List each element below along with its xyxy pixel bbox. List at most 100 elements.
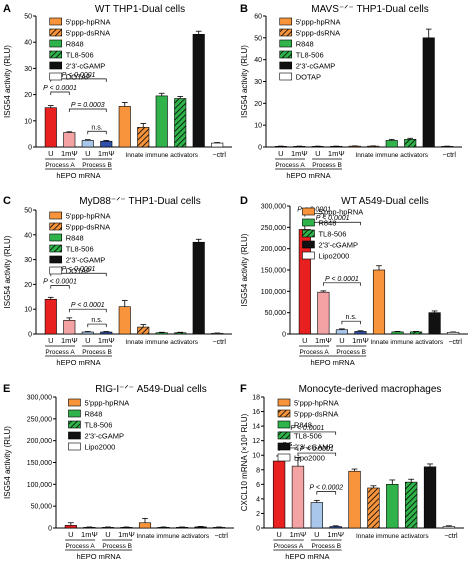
y-tick-label: 100,000 [261,289,286,296]
bar [442,526,456,529]
legend-label: TL8-506 [296,51,324,60]
panel-letter: B [240,3,248,15]
legend-swatch [277,398,291,407]
legend-label: DOTAP [66,267,91,276]
x-label-1mpsi: 1mΨ [118,530,135,539]
legend-swatch [277,442,291,451]
x-label-1mpsi: 1mΨ [98,149,115,158]
legend-swatch [49,50,63,59]
process-a-label: Process A [275,162,305,169]
y-tick-label: 40 [24,40,32,47]
bar [137,326,150,335]
x-label-1mpsi: 1mΨ [61,336,78,345]
bar [391,331,404,335]
y-axis-label: CXCL10 mRNA (×10³ RLU) [240,413,249,511]
legend-label: DOTAP [66,73,91,82]
chart-title: WT A549-Dual cells [341,196,429,207]
panel-F: F Monocyte-derived macrophages 0 2 4 6 8 10 12 14… [240,383,464,561]
significance-label: P < 0.0001 [43,85,77,92]
legend-label: 2'3'-cGAMP [66,62,106,71]
bar [404,139,417,148]
process-b-label: Process B [102,543,132,550]
legend-swatch [279,50,293,59]
x-label-u: U [302,336,307,345]
legend-swatch [302,207,315,216]
bar [174,98,187,148]
y-tick-label: 200,000 [261,246,286,253]
x-label-1mpsi: 1mΨ [81,530,98,539]
legend-swatch [302,229,315,238]
bar [348,470,361,529]
significance-bracket [50,78,107,82]
process-b-label: Process B [312,162,342,169]
bar [372,269,386,335]
legend-swatch [49,28,63,37]
significance-label: n.s. [91,317,102,324]
y-tick-label: 40 [254,57,262,64]
legend-label: 5'ppp-dsRNA [296,29,340,38]
innate-label: Innate immune activators [125,152,198,159]
significance-bracket [50,285,70,289]
panel-A: A WT THP1-Dual cells 0 10 20 30 40 50 ISG54 acti… [3,3,232,180]
legend-swatch [302,218,315,227]
bar [310,502,323,529]
bar [405,481,418,529]
y-tick-label: 2 [256,511,260,518]
x-label-u: U [48,149,53,158]
y-tick-label: 100,000 [27,482,52,489]
significance-label: P < 0.0001 [71,302,105,309]
y-tick-label: 18 [252,395,260,402]
significance-label: n.s. [91,124,102,131]
legend-label: 2'3'-cGAMP [296,62,336,71]
legend-label: 5'ppp-hpRNA [66,18,111,27]
significance-bracket [297,452,337,457]
bar [386,484,399,529]
chart-title: MyD88⁻ᐟ⁻ THP1-Dual cells [79,196,200,207]
legend-label: 5'ppp-dsRNA [66,29,110,38]
y-tick-label: 250,000 [261,225,286,232]
innate-label: Innate immune activators [137,533,210,540]
legend-label: TL8-506 [294,432,322,441]
bar [64,525,77,529]
x-label-1mpsi: 1mΨ [291,149,308,158]
x-label-1mpsi: 1mΨ [327,530,344,539]
legend-label: Lipo2000 [84,443,115,452]
panel-letter: E [3,383,10,395]
legend-swatch [302,240,315,249]
significance-label: P < 0.0001 [62,72,96,79]
hepo-label: hEPO mRNA [56,358,100,367]
bar [428,312,441,335]
bar [385,140,398,148]
innate-label: Innate immune activators [125,339,198,346]
bar [194,526,207,529]
y-tick-label: 20 [24,282,32,289]
bar [100,140,113,148]
significance-bracket [68,108,107,113]
bar [291,465,305,529]
y-tick-label: 0 [256,526,260,533]
x-label-1mpsi: 1mΨ [352,336,369,345]
significance-label: P < 0.0001 [316,215,350,222]
legend-label: 5'ppp-hpRNA [66,212,111,221]
bar [100,331,113,335]
significance-bracket [341,320,361,325]
bar [83,527,96,529]
legend-swatch [277,420,291,429]
legend-label: TL8-506 [66,51,94,60]
x-label-u: U [339,336,344,345]
legend-swatch [279,72,293,81]
bar [335,329,348,335]
bar [101,527,114,529]
bar [118,106,131,148]
y-tick-label: 150,000 [261,268,286,275]
y-tick-label: 300,000 [261,204,286,211]
bar [423,466,437,529]
y-axis-label: ISG54 activity (RLU) [3,45,12,118]
bar [329,526,342,529]
y-tick-label: 0 [258,145,262,152]
legend-label: 5'ppp-dsRNA [294,410,338,419]
bar [155,332,168,335]
y-tick-label: 20 [254,101,262,108]
legend-swatch [49,61,63,70]
y-tick-label: 200,000 [27,438,52,445]
